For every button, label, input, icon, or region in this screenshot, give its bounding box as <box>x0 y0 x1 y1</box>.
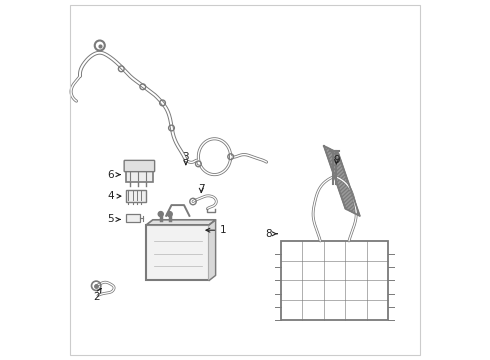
Text: 1: 1 <box>206 225 227 235</box>
Text: 9: 9 <box>333 155 340 165</box>
Text: 3: 3 <box>182 152 189 165</box>
Text: 4: 4 <box>107 191 121 201</box>
Bar <box>147 225 209 280</box>
Polygon shape <box>209 220 216 280</box>
Polygon shape <box>147 220 216 225</box>
Circle shape <box>158 212 163 217</box>
Bar <box>126 190 146 202</box>
Circle shape <box>167 212 172 217</box>
Bar <box>281 241 389 320</box>
Text: 5: 5 <box>107 215 120 224</box>
FancyBboxPatch shape <box>124 160 155 172</box>
Text: 2: 2 <box>93 288 101 302</box>
Text: 7: 7 <box>198 184 204 194</box>
Text: 6: 6 <box>107 170 120 180</box>
Text: 8: 8 <box>265 229 277 239</box>
Bar <box>126 162 153 182</box>
Bar <box>126 215 140 222</box>
